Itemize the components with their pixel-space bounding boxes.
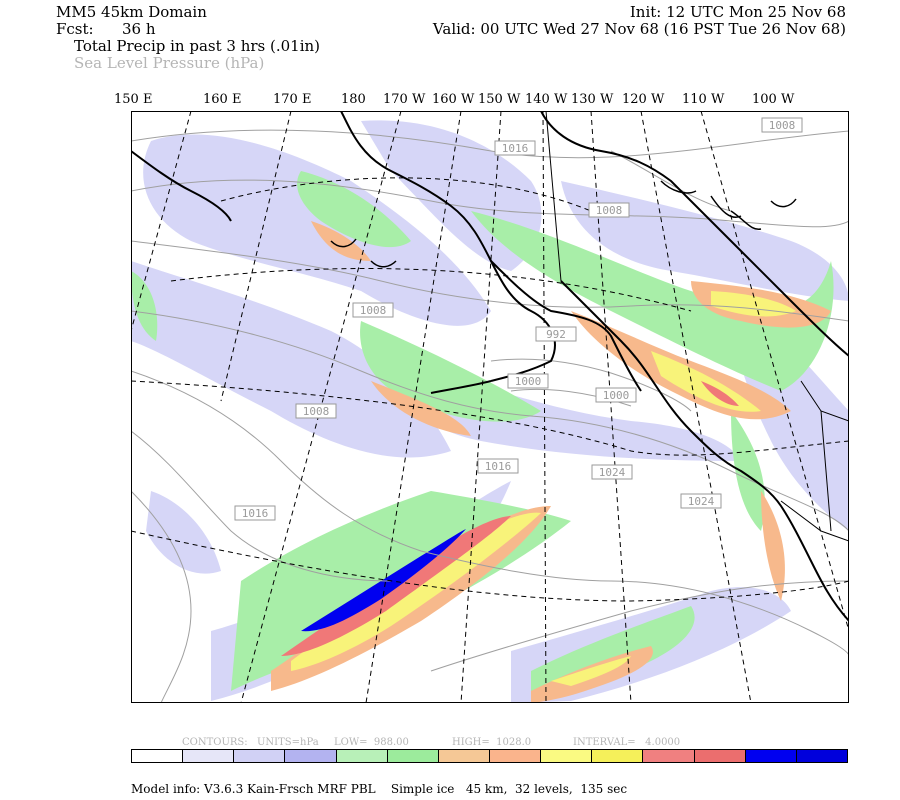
contour-high: HIGH= 1028.0 (452, 737, 532, 748)
colorbar-swatch (745, 750, 797, 762)
svg-text:1000: 1000 (515, 375, 542, 388)
pressure-label: 1016 (234, 505, 276, 521)
pressure-labels: 1016 1008 1008 992 1000 1000 1008 1008 (234, 117, 803, 521)
field-total-precip: Total Precip in past 3 hrs (.01in) (74, 37, 321, 55)
forecast-value: 36 h (122, 20, 156, 38)
longitude-label: 140 W (525, 92, 568, 107)
longitude-label: 150 E (114, 92, 153, 107)
political-borders (545, 111, 849, 542)
colorbar-swatch (489, 750, 542, 762)
svg-text:992: 992 (546, 328, 566, 341)
svg-text:1024: 1024 (688, 495, 715, 508)
coastlines (131, 111, 849, 622)
map-frame (131, 111, 849, 703)
contour-label: CONTOURS: (182, 737, 248, 748)
pressure-label: 1008 (761, 117, 803, 133)
field-sea-level-pressure: Sea Level Pressure (hPa) (74, 54, 265, 72)
pressure-label: 1024 (680, 493, 722, 509)
contour-units: UNITS=hPa (257, 737, 319, 748)
colorbar-swatch (132, 750, 184, 762)
valid-time: Valid: 00 UTC Wed 27 Nov 68 (16 PST Tue … (432, 20, 846, 38)
longitude-label: 100 W (752, 92, 795, 107)
blue-precip-core (301, 529, 466, 632)
svg-text:1000: 1000 (603, 389, 630, 402)
latitude-lines (131, 177, 849, 602)
colorbar-swatch (592, 750, 644, 762)
longitude-lines (131, 111, 849, 703)
longitude-label: 120 W (622, 92, 665, 107)
contour-low: LOW= 988.00 (334, 737, 409, 748)
longitude-label: 180 (341, 92, 366, 107)
svg-text:1008: 1008 (360, 304, 387, 317)
svg-text:1016: 1016 (242, 507, 269, 520)
colorbar-swatch (387, 750, 439, 762)
init-time: Init: 12 UTC Mon 25 Nov 68 (629, 3, 846, 21)
longitude-label: 160 W (432, 92, 475, 107)
pressure-label: 1008 (588, 202, 630, 218)
colorbar-swatch (796, 750, 847, 762)
colorbar-swatch (694, 750, 746, 762)
colorbar-swatch (234, 750, 286, 762)
pressure-label: 1008 (295, 403, 337, 419)
precipitation-map: 1016 1008 1008 992 1000 1000 1008 1008 (131, 111, 849, 703)
longitude-label: 160 E (203, 92, 242, 107)
pressure-label: 1000 (507, 373, 549, 389)
longitude-label: 110 W (682, 92, 725, 107)
longitude-label: 150 W (478, 92, 521, 107)
pressure-label: 1016 (477, 458, 519, 474)
pressure-label: 1000 (595, 387, 637, 403)
svg-text:1008: 1008 (596, 204, 623, 217)
colorbar-swatch (438, 750, 490, 762)
pressure-label: 1016 (494, 140, 536, 156)
colorbar-swatch (336, 750, 388, 762)
pressure-label: 992 (535, 326, 577, 342)
svg-text:1008: 1008 (303, 405, 330, 418)
isobars (131, 129, 849, 703)
svg-text:1008: 1008 (769, 119, 796, 132)
colorbar-swatch (643, 750, 695, 762)
colorbar-swatch (285, 750, 337, 762)
islands (330, 180, 797, 268)
pressure-label: 1008 (352, 302, 394, 318)
svg-text:1016: 1016 (485, 460, 512, 473)
longitude-label: 170 E (273, 92, 312, 107)
forecast-label: Fcst: (56, 20, 94, 38)
svg-text:1024: 1024 (599, 466, 626, 479)
colorbar-swatch (541, 750, 593, 762)
colorbar-swatch (183, 750, 235, 762)
pressure-label: 1024 (591, 464, 633, 480)
contour-interval: INTERVAL= 4.0000 (573, 737, 681, 748)
domain-title: MM5 45km Domain (56, 3, 207, 21)
svg-text:1016: 1016 (502, 142, 529, 155)
yellow-precip-areas (291, 291, 796, 686)
precip-colorbar (131, 749, 848, 763)
longitude-label: 170 W (383, 92, 426, 107)
model-info: Model info: V3.6.3 Kain-Frsch MRF PBL Si… (131, 782, 628, 796)
longitude-label: 130 W (571, 92, 614, 107)
